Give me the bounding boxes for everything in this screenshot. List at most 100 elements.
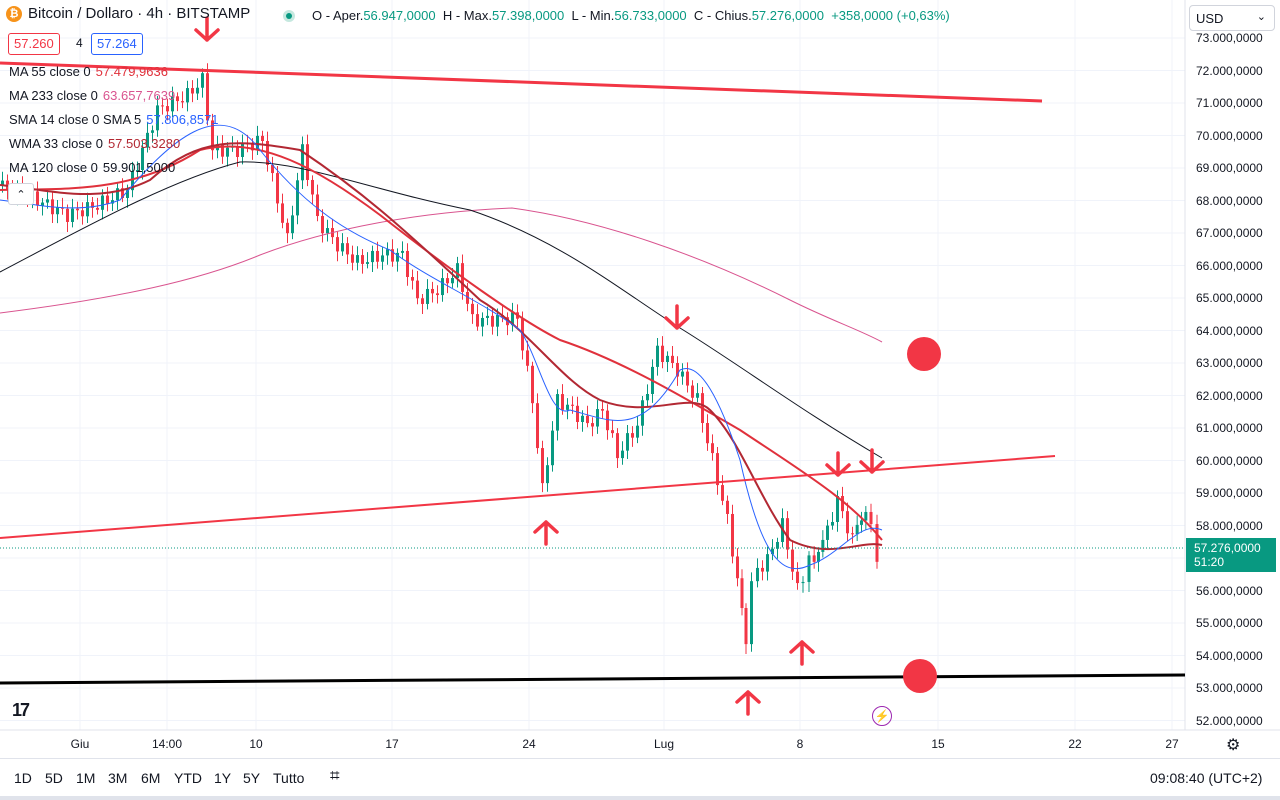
arrow-down-icon[interactable] — [194, 16, 220, 42]
price-tick-label: 53.000,0000 — [1196, 681, 1263, 695]
indicator-row[interactable]: SMA 14 close 0 SMA 5 57.806,8571 — [9, 112, 219, 127]
candle-body — [371, 250, 374, 263]
time-tick-label: 24 — [522, 737, 536, 751]
symbol-header[interactable]: ₿ Bitcoin / Dollaro · 4h · BITSTAMP — [6, 5, 250, 22]
candle-body — [561, 394, 564, 410]
timeframe-button[interactable]: 5Y — [243, 770, 261, 786]
candle-body — [221, 144, 224, 157]
candle-countdown: 51:20 — [1194, 555, 1225, 569]
price-tick-label: 64.000,0000 — [1196, 323, 1263, 338]
candle-body — [291, 215, 294, 234]
candle-body — [476, 314, 479, 327]
candle-body — [801, 581, 805, 584]
date-range-icon[interactable]: ⌗ — [330, 766, 340, 785]
timeframe-button[interactable]: 1M — [76, 770, 96, 786]
candle-body — [311, 179, 314, 195]
candle-body — [301, 144, 304, 181]
candle-body — [817, 551, 820, 562]
candle-body — [846, 511, 849, 534]
candle-body — [186, 88, 189, 103]
candle-body — [875, 524, 879, 562]
candle-body — [581, 415, 584, 422]
candle-body — [496, 315, 499, 327]
indicator-row[interactable]: MA 120 close 0 59.901,5000 — [9, 160, 175, 175]
candle-body — [491, 315, 494, 327]
candle-body — [111, 200, 114, 204]
timeframe-button[interactable]: 3M — [108, 770, 128, 786]
arrow-down-icon[interactable] — [664, 304, 690, 330]
candle-body — [636, 425, 639, 438]
candle-body — [241, 143, 244, 157]
candle-body — [716, 453, 719, 486]
candle-body — [431, 288, 434, 294]
indicator-value: 57.806,8571 — [146, 112, 219, 127]
spread-value: 4 — [76, 36, 83, 50]
candle-body — [181, 101, 184, 103]
support-trendline[interactable] — [0, 673, 1186, 685]
resistance-trendline[interactable] — [0, 61, 1043, 103]
candle-body — [771, 548, 774, 555]
price-tick-label: 58.000,0000 — [1196, 518, 1263, 533]
candle-body — [756, 567, 759, 582]
candle-body — [836, 495, 839, 522]
close-value: 57.276,0000 — [751, 8, 824, 23]
timeframe-button[interactable]: 1D — [14, 770, 32, 786]
arrow-up-icon[interactable] — [735, 690, 761, 716]
indicator-value: 57.479,9636 — [95, 64, 168, 79]
arrow-up-icon[interactable] — [533, 520, 559, 546]
timeframe-button[interactable]: 5D — [45, 770, 63, 786]
price-tick-label: 68.000,0000 — [1196, 193, 1263, 208]
time-tick-label: Giu — [70, 737, 90, 751]
candle-body — [116, 188, 119, 201]
price-tick-label: 52.000,0000 — [1196, 713, 1263, 728]
settings-gear-icon[interactable]: ⚙ — [1226, 737, 1241, 754]
sell-button[interactable]: 57.260 — [8, 33, 60, 55]
candle-body — [812, 555, 816, 562]
candle-body — [831, 521, 834, 526]
arrow-down-icon[interactable] — [825, 451, 851, 477]
candle-body — [666, 355, 669, 362]
time-tick-label: 8 — [796, 737, 804, 751]
candle-body — [731, 513, 734, 557]
candlestick-series — [1, 63, 879, 655]
timeframe-button[interactable]: 1Y — [214, 770, 232, 786]
indicator-row[interactable]: MA 55 close 0 57.479,9636 — [9, 64, 168, 79]
candle-body — [191, 88, 194, 94]
price-tick-label: 61.000,0000 — [1196, 421, 1263, 435]
timeframe-button[interactable]: YTD — [174, 770, 202, 786]
tradingview-logo-icon[interactable]: 17 — [12, 700, 30, 720]
high-label: H - Max. — [442, 8, 492, 23]
indicator-row[interactable]: WMA 33 close 0 57.503,3280 — [9, 136, 180, 151]
bottom-strip — [0, 796, 1280, 800]
arrow-down-icon[interactable] — [859, 448, 885, 474]
time-tick-label: 15 — [931, 737, 945, 751]
target-circle-lower[interactable] — [903, 659, 937, 693]
candle-body — [366, 262, 369, 264]
candle-body — [641, 400, 644, 426]
lightning-icon[interactable]: ⚡ — [872, 706, 892, 726]
time-tick-label: 10 — [249, 737, 263, 751]
timeframe-button[interactable]: 6M — [141, 770, 161, 786]
market-status-icon[interactable] — [283, 10, 295, 22]
target-circle-upper[interactable] — [907, 337, 941, 371]
candle-body — [571, 404, 574, 406]
indicator-row[interactable]: MA 233 close 0 63.657,7639 — [9, 88, 175, 103]
indicator-value: 59.901,5000 — [102, 160, 176, 175]
candle-body — [81, 210, 84, 217]
time-tick-label: 14:00 — [151, 737, 183, 751]
collapse-legend-button[interactable]: ⌃ — [8, 183, 34, 205]
buy-button[interactable]: 57.264 — [91, 33, 143, 55]
mid-trendline[interactable] — [0, 455, 1056, 539]
candle-body — [471, 303, 474, 315]
candle-body — [481, 317, 484, 327]
indicator-name: MA 120 close 0 — [9, 160, 98, 175]
indicator-name: WMA 33 close 0 — [9, 136, 103, 151]
currency-select[interactable]: USD ⌄ — [1189, 5, 1275, 31]
candle-body — [436, 293, 439, 296]
timeframe-button[interactable]: Tutto — [273, 770, 305, 786]
candle-body — [601, 409, 604, 411]
arrow-up-icon[interactable] — [789, 640, 815, 666]
candle-body — [606, 410, 609, 431]
clock: 09:08:40 (UTC+2) — [1150, 770, 1263, 786]
